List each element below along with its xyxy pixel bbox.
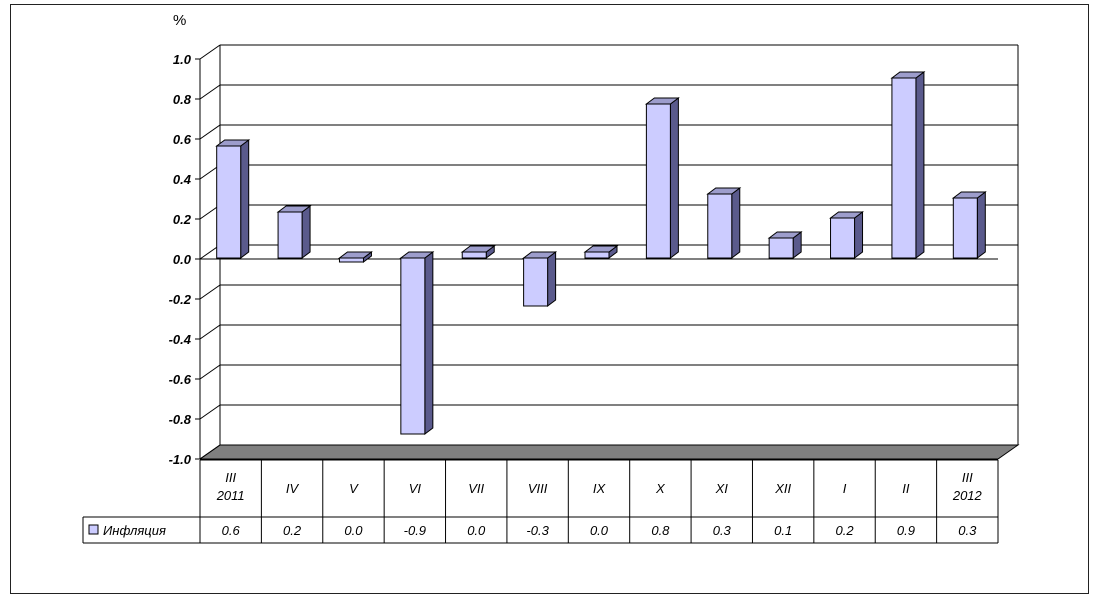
- bar-side: [240, 139, 250, 259]
- category-label: II: [902, 481, 910, 496]
- data-value-label: 0.0: [467, 523, 486, 538]
- category-label: IV: [286, 481, 300, 496]
- bar: [399, 251, 435, 435]
- bar-side: [547, 251, 557, 307]
- bar: [522, 251, 558, 307]
- bar-front: [338, 257, 364, 263]
- data-value-label: 0.2: [835, 523, 854, 538]
- bar: [337, 251, 373, 263]
- bar-front: [707, 193, 733, 259]
- data-value-label: 0.2: [283, 523, 302, 538]
- category-label: VII: [468, 481, 484, 496]
- y-tick-label: 0.4: [173, 172, 192, 187]
- bar-side: [915, 71, 925, 259]
- y-tick-label: -0.2: [169, 292, 192, 307]
- y-tick-label: -1.0: [169, 452, 192, 467]
- bar: [215, 139, 251, 259]
- y-tick-label: -0.8: [169, 412, 192, 427]
- data-value-label: 0.8: [651, 523, 670, 538]
- bar-front: [277, 211, 303, 259]
- data-value-label: 0.0: [590, 523, 609, 538]
- bar-side: [301, 205, 311, 259]
- y-tick-label: 0.8: [173, 92, 192, 107]
- category-label: XI: [715, 481, 729, 496]
- category-label: III: [962, 470, 973, 485]
- bar-side: [669, 97, 679, 259]
- bar: [460, 245, 496, 259]
- category-label: VIII: [528, 481, 548, 496]
- y-tick-label: 0.2: [173, 212, 192, 227]
- data-value-label: 0.3: [713, 523, 732, 538]
- bar-front: [216, 145, 242, 259]
- side-gridline: [199, 44, 221, 60]
- data-value-label: -0.9: [404, 523, 426, 538]
- bar-front: [584, 251, 610, 259]
- category-label: V: [349, 481, 359, 496]
- bar-side: [854, 211, 864, 259]
- y-tick-label: 1.0: [173, 52, 192, 67]
- bar: [276, 205, 312, 259]
- legend-swatch: [88, 524, 99, 535]
- bar: [951, 191, 987, 259]
- bar-front: [400, 257, 426, 435]
- category-label: XII: [774, 481, 791, 496]
- bar: [706, 187, 742, 259]
- side-gridline: [199, 444, 221, 460]
- category-label: IX: [593, 481, 607, 496]
- side-gridline: [199, 84, 221, 100]
- category-label: X: [655, 481, 666, 496]
- category-label: VI: [409, 481, 422, 496]
- data-value-label: 0.0: [344, 523, 363, 538]
- bar: [767, 231, 803, 259]
- bar: [829, 211, 865, 259]
- category-label: 2011: [216, 488, 245, 503]
- data-value-label: 0.6: [222, 523, 241, 538]
- bar-side: [976, 191, 986, 259]
- category-label: I: [843, 481, 847, 496]
- bar-front: [952, 197, 978, 259]
- bar-front: [461, 251, 487, 259]
- bar: [890, 71, 926, 259]
- y-tick-label: 0.6: [173, 132, 192, 147]
- side-gridline: [199, 324, 221, 340]
- y-tick-label: 0.0: [173, 252, 192, 267]
- bar-front: [768, 237, 794, 259]
- category-label: III: [225, 470, 236, 485]
- data-value-label: 0.9: [897, 523, 915, 538]
- bar-side: [731, 187, 741, 259]
- bar-front: [891, 77, 917, 259]
- data-value-label: -0.3: [526, 523, 549, 538]
- bar-front: [645, 103, 671, 259]
- bar-front: [523, 257, 549, 307]
- bar: [644, 97, 680, 259]
- legend-series-name: Инфляция: [103, 523, 166, 538]
- bar: [583, 245, 619, 259]
- side-gridline: [199, 124, 221, 140]
- y-tick-label: -0.6: [169, 372, 192, 387]
- y-tick-label: -0.4: [169, 332, 192, 347]
- data-value-label: 0.3: [958, 523, 977, 538]
- chart-floor: [198, 444, 1020, 460]
- y-unit-label: %: [173, 12, 186, 29]
- bar-side: [424, 251, 434, 435]
- side-gridline: [199, 364, 221, 380]
- category-label: 2012: [952, 488, 983, 503]
- data-value-label: 0.1: [774, 523, 792, 538]
- bar-front: [830, 217, 856, 259]
- side-gridline: [199, 284, 221, 300]
- side-gridline: [199, 404, 221, 420]
